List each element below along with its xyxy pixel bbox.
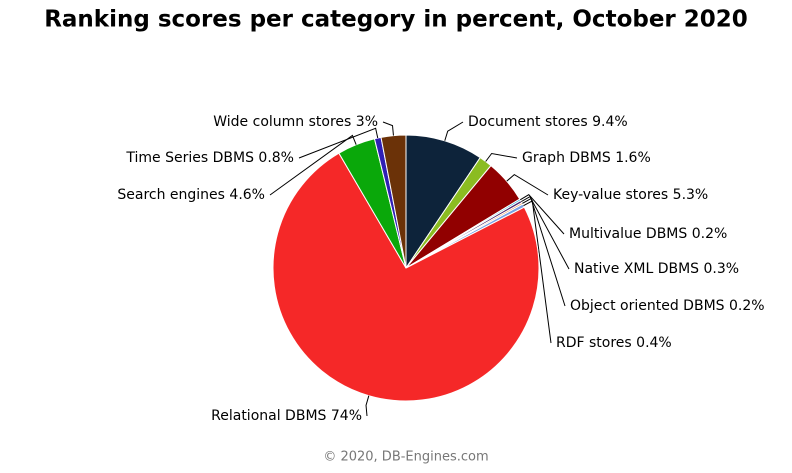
category-name: Object oriented DBMS: [570, 298, 725, 314]
credit: © 2020, DB-Engines.com: [323, 450, 488, 465]
chart-title: Ranking scores per category in percent, …: [44, 7, 748, 33]
connector: [365, 395, 370, 417]
category-name: Search engines: [117, 187, 225, 203]
pie-slice: [405, 134, 481, 270]
category-name: Multivalue DBMS: [569, 226, 687, 242]
connector: [522, 197, 566, 307]
connector: [519, 194, 565, 235]
value-label: 5.3%: [673, 187, 709, 203]
value-label: 4.6%: [229, 187, 265, 203]
category-name: Graph DBMS: [522, 150, 611, 166]
category-name: Document stores: [468, 114, 588, 130]
value-label: 0.4%: [636, 335, 672, 351]
connector: [506, 174, 549, 196]
data-label: Graph DBMS 1.6%: [522, 150, 651, 166]
data-label: Time Series DBMS 0.8%: [125, 150, 294, 166]
category-name: Key-value stores: [553, 187, 668, 203]
data-label: RDF stores 0.4%: [556, 335, 672, 351]
data-label: Object oriented DBMS 0.2%: [570, 298, 765, 314]
connector: [523, 200, 552, 344]
data-label: Search engines 4.6%: [117, 187, 265, 203]
connector: [298, 127, 379, 159]
category-name: Relational DBMS: [211, 408, 326, 424]
value-label: 9.4%: [592, 114, 628, 130]
connector: [269, 134, 357, 196]
data-label: Document stores 9.4%: [468, 114, 628, 130]
value-label: 74%: [331, 408, 362, 424]
value-label: 0.2%: [692, 226, 728, 242]
category-name: Native XML DBMS: [574, 261, 699, 277]
connector: [485, 152, 518, 162]
category-name: RDF stores: [556, 335, 632, 351]
category-name: Time Series DBMS: [125, 150, 254, 166]
value-label: 0.8%: [258, 150, 294, 166]
data-label: Key-value stores 5.3%: [553, 187, 708, 203]
category-name: Wide column stores: [213, 114, 351, 130]
data-label: Native XML DBMS 0.3%: [574, 261, 739, 277]
value-label: 1.6%: [615, 150, 651, 166]
pie-slice: [272, 152, 540, 402]
value-label: 3%: [356, 114, 378, 130]
value-label: 0.3%: [704, 261, 740, 277]
data-label: Relational DBMS 74%: [211, 408, 362, 424]
connector: [444, 121, 464, 141]
connector: [521, 195, 570, 270]
data-label: Wide column stores 3%: [213, 114, 378, 130]
value-label: 0.2%: [729, 298, 765, 314]
data-label: Multivalue DBMS 0.2%: [569, 226, 727, 242]
connector: [382, 121, 394, 136]
